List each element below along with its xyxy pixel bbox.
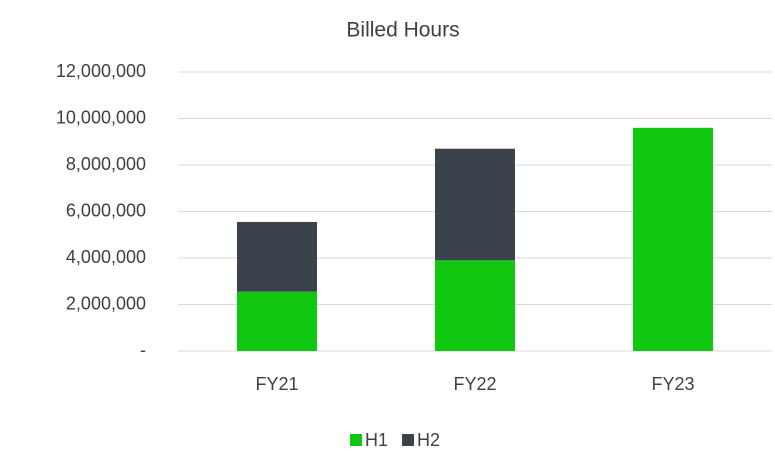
y-tick-label: 2,000,000	[66, 293, 146, 313]
bar-segment	[237, 291, 317, 351]
bar-segment	[633, 127, 713, 351]
y-tick-label: -	[140, 340, 146, 360]
legend-swatch	[402, 434, 415, 446]
bar-segment	[435, 260, 515, 351]
y-tick-label: 6,000,000	[66, 200, 146, 220]
y-tick-label: 8,000,000	[66, 154, 146, 174]
y-tick-label: 12,000,000	[56, 61, 146, 81]
x-tick-label: FY22	[453, 374, 496, 394]
legend-label: H2	[417, 430, 440, 450]
x-tick-label: FY23	[651, 374, 694, 394]
bar-segment	[435, 148, 515, 261]
chart-title: Billed Hours	[346, 19, 459, 42]
legend-swatch	[350, 434, 362, 446]
bar-segment	[237, 221, 317, 292]
x-tick-label: FY21	[255, 374, 298, 394]
y-tick-label: 4,000,000	[66, 247, 146, 267]
legend-label: H1	[365, 430, 388, 450]
y-tick-label: 10,000,000	[56, 107, 146, 127]
